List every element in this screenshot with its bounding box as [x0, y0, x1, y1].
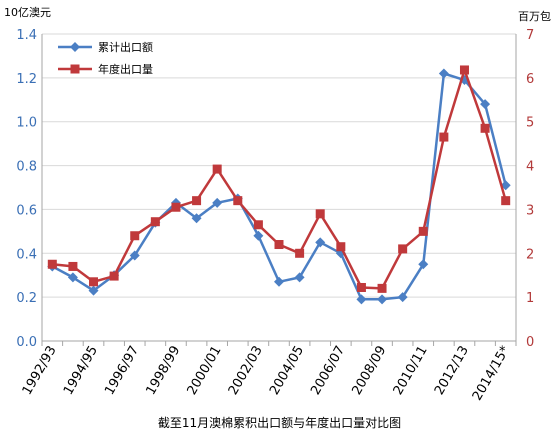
data-point-square: [439, 132, 449, 142]
y-left-tick-label: 1.4: [16, 28, 37, 43]
data-point-square: [459, 65, 469, 75]
y-left-tick-label: 0.0: [16, 335, 37, 350]
data-point-square: [89, 277, 99, 287]
data-point-diamond: [253, 230, 264, 241]
data-point-diamond: [480, 99, 491, 110]
y-left-tick-label: 0.4: [16, 247, 37, 262]
data-point-square: [336, 242, 346, 252]
data-point-diamond: [88, 285, 99, 296]
data-point-diamond: [315, 237, 326, 248]
data-point-diamond: [356, 294, 367, 305]
x-tick-label: 2006/07: [308, 344, 348, 398]
series-line-2: [52, 68, 507, 290]
chart-caption: 截至11月澳棉累积出口额与年度出口量对比图: [157, 416, 402, 430]
x-tick-label: 2004/05: [267, 344, 307, 398]
y-right-tick-label: 1: [526, 291, 534, 306]
data-point-diamond: [274, 276, 284, 287]
legend-swatch-square: [58, 64, 92, 74]
data-point-square: [192, 196, 202, 206]
legend: 累计出口额 年度出口量: [58, 36, 153, 80]
data-point-square: [171, 202, 181, 212]
data-point-square: [47, 259, 57, 269]
data-point-square: [68, 261, 78, 271]
data-point-square: [398, 244, 408, 254]
y-left-tick-label: 0.8: [16, 160, 37, 175]
data-point-square: [377, 283, 387, 293]
legend-label-series2: 年度出口量: [98, 63, 153, 76]
y-right-tick-label: 2: [526, 247, 534, 262]
data-point-square: [109, 271, 119, 281]
x-tick-label: 2012/13: [432, 344, 472, 398]
x-tick-label: 2008/09: [350, 344, 390, 398]
y-right-tick-label: 7: [526, 28, 534, 43]
legend-swatch-diamond: [58, 42, 92, 52]
legend-label-series1: 累计出口额: [98, 41, 153, 54]
y-right-tick-label: 5: [526, 116, 534, 131]
data-point-diamond: [294, 272, 305, 283]
data-point-diamond: [67, 272, 78, 283]
data-point-diamond: [397, 292, 408, 303]
x-tick-label: 1992/93: [20, 344, 60, 398]
data-point-square: [480, 123, 490, 133]
x-tick-label: 1998/99: [143, 344, 183, 398]
x-tick-label: 2014/15*: [470, 343, 513, 403]
data-point-square: [356, 282, 366, 292]
y-left-tick-label: 0.6: [16, 203, 37, 218]
left-axis-unit: 10亿澳元: [4, 6, 51, 19]
data-point-square: [233, 196, 243, 206]
right-axis-unit: 百万包: [518, 10, 551, 23]
x-tick-label: 2010/11: [391, 344, 431, 398]
y-left-tick-label: 0.2: [16, 291, 37, 306]
x-tick-label: 2000/01: [185, 344, 225, 398]
data-point-square: [418, 226, 428, 236]
data-point-diamond: [377, 294, 388, 305]
legend-item-series1: 累计出口额: [58, 36, 153, 58]
x-tick-label: 2002/03: [226, 344, 266, 398]
data-point-square: [212, 164, 222, 174]
data-point-square: [253, 220, 263, 230]
x-tick-label: 1994/95: [61, 344, 101, 398]
data-point-square: [274, 240, 284, 250]
y-left-tick-label: 1.2: [16, 72, 37, 87]
y-right-tick-label: 0: [526, 335, 534, 350]
data-point-square: [295, 248, 305, 258]
data-point-diamond: [212, 197, 223, 208]
y-left-tick-label: 1.0: [16, 116, 37, 131]
data-point-square: [150, 217, 160, 227]
y-right-tick-label: 4: [526, 160, 534, 175]
x-tick-label: 1996/97: [102, 344, 142, 398]
data-point-diamond: [418, 259, 429, 270]
legend-item-series2: 年度出口量: [58, 58, 153, 80]
y-right-tick-label: 6: [526, 72, 534, 87]
y-right-tick-label: 3: [526, 203, 534, 218]
data-point-square: [130, 231, 140, 241]
data-point-square: [315, 209, 325, 219]
data-point-diamond: [191, 213, 202, 224]
data-point-diamond: [129, 250, 140, 261]
data-point-diamond: [438, 68, 449, 79]
data-point-square: [501, 196, 511, 206]
